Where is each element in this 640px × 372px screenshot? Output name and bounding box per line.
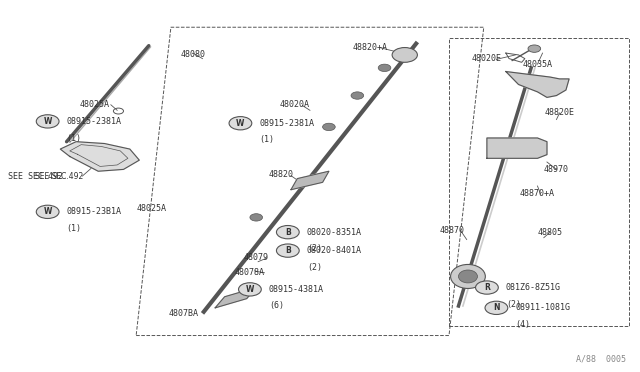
Text: (2): (2) xyxy=(307,263,322,272)
Ellipse shape xyxy=(458,270,477,283)
Circle shape xyxy=(323,123,335,131)
Circle shape xyxy=(485,301,508,314)
Circle shape xyxy=(276,225,300,239)
Text: A/88  0005: A/88 0005 xyxy=(576,354,626,363)
Text: 4807BA: 4807BA xyxy=(168,309,198,318)
Text: SEE SEC.492: SEE SEC.492 xyxy=(35,172,83,181)
Text: B: B xyxy=(285,246,291,255)
Text: 48078A: 48078A xyxy=(235,268,265,277)
Text: 08915-2381A: 08915-2381A xyxy=(259,119,314,128)
Text: 08020-8351A: 08020-8351A xyxy=(307,228,362,237)
Text: 48025A: 48025A xyxy=(80,100,110,109)
Text: 48035A: 48035A xyxy=(522,60,552,69)
Ellipse shape xyxy=(451,264,485,288)
Text: R: R xyxy=(484,283,490,292)
Circle shape xyxy=(239,283,261,296)
Circle shape xyxy=(229,116,252,130)
Circle shape xyxy=(36,115,59,128)
Polygon shape xyxy=(506,71,569,97)
Polygon shape xyxy=(291,171,329,190)
Text: (2): (2) xyxy=(506,300,521,309)
Text: (4): (4) xyxy=(515,320,531,329)
Circle shape xyxy=(392,48,417,62)
Text: 08915-2381A: 08915-2381A xyxy=(67,117,122,126)
Text: 48080: 48080 xyxy=(180,51,205,60)
Circle shape xyxy=(528,45,541,52)
Text: 08915-23B1A: 08915-23B1A xyxy=(67,207,122,217)
Text: 08911-1081G: 08911-1081G xyxy=(515,303,570,312)
Text: (1): (1) xyxy=(67,134,82,142)
Text: 48025A: 48025A xyxy=(137,203,167,213)
Text: 48870: 48870 xyxy=(440,226,465,235)
Polygon shape xyxy=(215,288,256,308)
Text: N: N xyxy=(493,303,500,312)
Circle shape xyxy=(476,281,499,294)
Circle shape xyxy=(36,205,59,218)
Text: 48820E: 48820E xyxy=(545,108,575,117)
Text: W: W xyxy=(44,117,52,126)
Text: 48020E: 48020E xyxy=(472,54,502,63)
Text: 08020-8401A: 08020-8401A xyxy=(307,246,362,255)
Text: W: W xyxy=(44,207,52,217)
Text: SEE SEC.492: SEE SEC.492 xyxy=(8,172,63,181)
Circle shape xyxy=(378,64,391,71)
Text: (6): (6) xyxy=(269,301,284,311)
Text: 48820+A: 48820+A xyxy=(353,43,387,52)
Circle shape xyxy=(351,92,364,99)
Text: 48870+A: 48870+A xyxy=(520,189,555,198)
Text: 48820: 48820 xyxy=(269,170,294,179)
Text: B: B xyxy=(285,228,291,237)
Text: (1): (1) xyxy=(259,135,275,144)
Polygon shape xyxy=(487,138,547,158)
Text: (2): (2) xyxy=(307,244,322,253)
Text: W: W xyxy=(236,119,244,128)
Circle shape xyxy=(250,214,262,221)
Text: 081Z6-8Z51G: 081Z6-8Z51G xyxy=(506,283,561,292)
Text: W: W xyxy=(246,285,254,294)
Text: 08915-4381A: 08915-4381A xyxy=(269,285,324,294)
Text: 48079: 48079 xyxy=(244,253,269,263)
Text: 48805: 48805 xyxy=(538,228,563,237)
Text: 48020A: 48020A xyxy=(279,100,309,109)
Polygon shape xyxy=(60,142,140,171)
Text: (1): (1) xyxy=(67,224,82,233)
Circle shape xyxy=(276,244,300,257)
Text: 48970: 48970 xyxy=(544,165,569,174)
